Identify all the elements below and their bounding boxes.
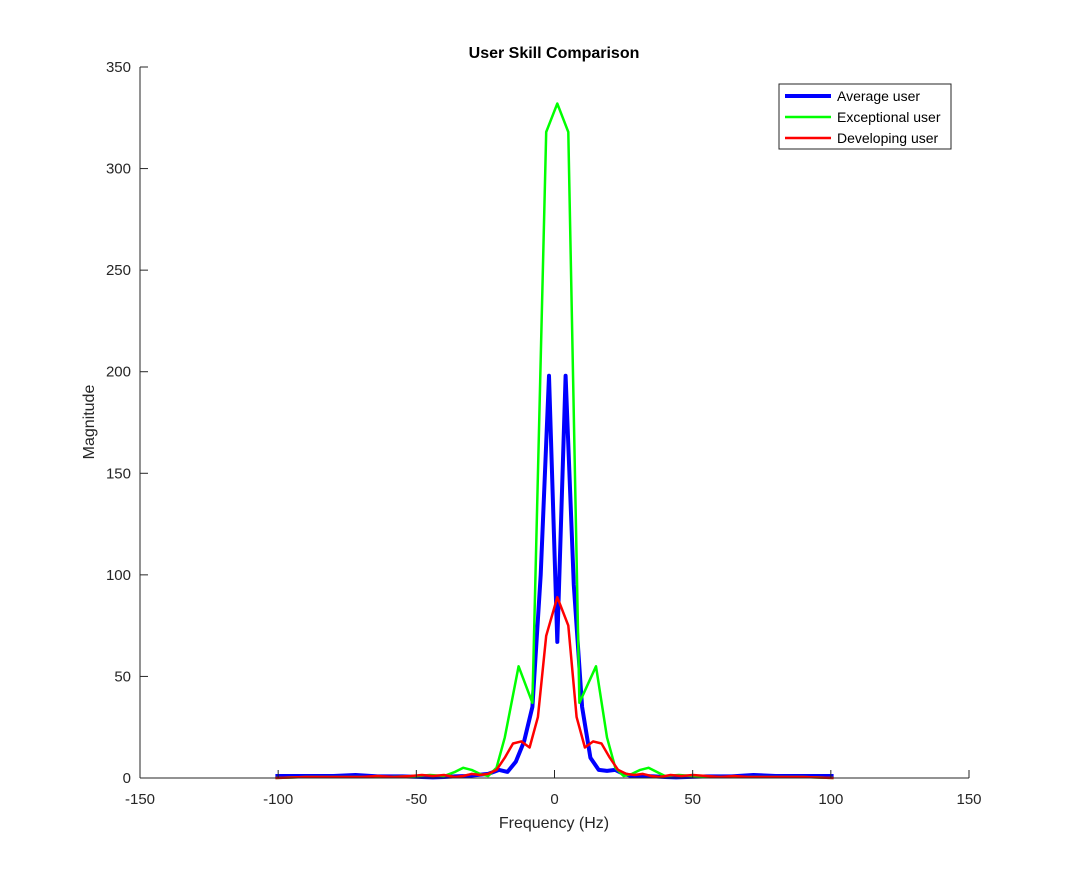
- legend-entry-label: Exceptional user: [837, 109, 941, 125]
- y-tick-label: 0: [123, 770, 131, 787]
- x-tick-label: 0: [550, 791, 558, 808]
- legend-entry-label: Average user: [837, 88, 920, 104]
- plot-area: [275, 102, 834, 780]
- x-tick-label: 50: [684, 791, 701, 808]
- x-tick-label: -150: [125, 791, 155, 808]
- y-tick-label: 150: [106, 465, 131, 482]
- y-axis-label: Magnitude: [81, 385, 98, 460]
- x-tick-label: -100: [263, 791, 293, 808]
- y-tick-label: 200: [106, 364, 131, 381]
- legend-entry-label: Developing user: [837, 130, 939, 146]
- y-tick-label: 100: [106, 567, 131, 584]
- x-tick-label: 100: [818, 791, 843, 808]
- y-tick-label: 50: [114, 668, 131, 685]
- axes: -150 -100 -50 0 50 100 150 0 50 100 150 200 250 300 35…: [106, 59, 982, 808]
- x-tick-label: -50: [405, 791, 427, 808]
- x-tick-label: 150: [956, 791, 981, 808]
- legend: Average user Exceptional user Developing u…: [778, 83, 952, 150]
- y-tick-label: 250: [106, 262, 131, 279]
- series-line-1: [275, 373, 834, 780]
- chart-title: User Skill Comparison: [469, 45, 640, 62]
- y-tick-label: 350: [106, 59, 131, 76]
- series-line-3: [275, 595, 834, 780]
- x-axis-label: Frequency (Hz): [499, 815, 609, 832]
- series-line-2: [275, 102, 834, 780]
- y-tick-label: 300: [106, 161, 131, 178]
